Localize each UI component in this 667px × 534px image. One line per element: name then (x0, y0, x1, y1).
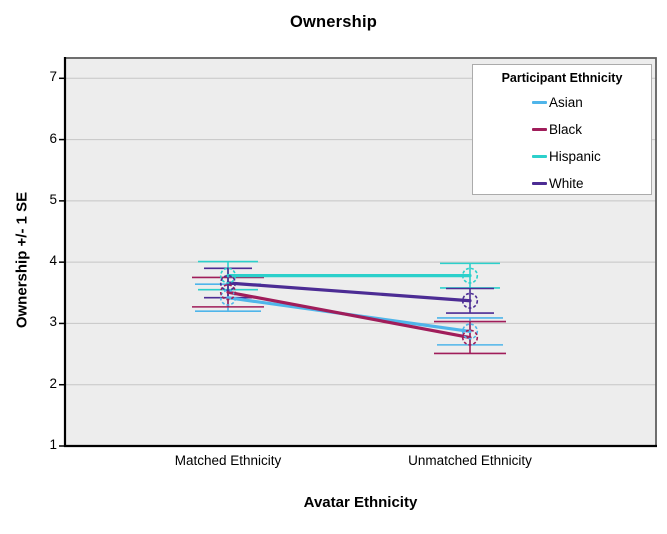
legend-item-white: White (473, 170, 651, 197)
data-point-marker-white (461, 292, 479, 309)
y-tick-label: 2 (49, 375, 57, 391)
data-point-marker-asian (219, 289, 237, 306)
series-line-black (226, 290, 472, 340)
legend-item-asian: Asian (473, 89, 651, 116)
data-point-marker-asian (461, 323, 479, 340)
legend-items: Asian Black Hispanic White (473, 89, 651, 197)
data-point-marker-white (219, 274, 237, 292)
data-point-marker-black (219, 284, 237, 301)
hispanic-series-swatch-icon (532, 154, 547, 159)
chart-title: Ownership (289, 13, 378, 31)
white-series-swatch-icon (532, 181, 547, 186)
x-category-label-unmatched: Unmatched Ethnicity (408, 453, 532, 468)
data-point-marker-hispanic (461, 267, 479, 284)
x-axis-title: Avatar Ethnicity (303, 494, 418, 511)
legend-title: Participant Ethnicity (501, 71, 623, 85)
y-tick-label: 4 (49, 253, 57, 269)
legend-item-hispanic: Hispanic (473, 143, 651, 170)
asian-series-swatch-icon (532, 100, 547, 105)
data-point-marker-hispanic (219, 267, 237, 284)
y-tick-label: 3 (49, 314, 57, 330)
y-tick-label: 6 (49, 130, 57, 146)
data-point-marker-black (461, 329, 479, 346)
legend-item-label: Asian (549, 95, 583, 110)
legend-item-label: Hispanic (549, 149, 601, 164)
legend-item-label: Black (549, 122, 583, 137)
legend-item-black: Black (473, 116, 651, 143)
series-line-white (226, 281, 472, 303)
y-tick-label: 1 (49, 437, 57, 452)
legend-item-label: White (549, 176, 584, 191)
y-tick-label: 5 (49, 191, 57, 207)
legend: Participant Ethnicity Asian Black Hispan… (472, 64, 652, 195)
x-category-label-matched: Matched Ethnicity (174, 453, 282, 468)
black-series-swatch-icon (532, 127, 547, 132)
y-tick-label: 7 (49, 69, 57, 85)
